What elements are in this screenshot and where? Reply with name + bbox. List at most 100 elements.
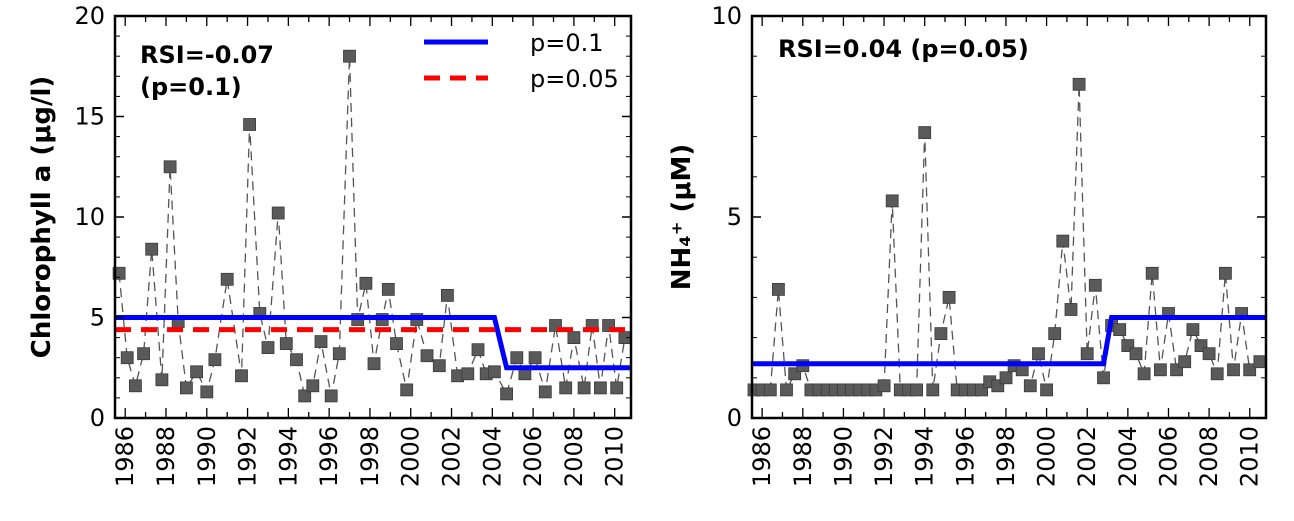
xtick-label: 2010 (1236, 426, 1264, 487)
data-point (179, 381, 193, 395)
data-point (1023, 379, 1037, 393)
xtick-label: 1996 (315, 426, 343, 487)
data-point (1088, 278, 1102, 292)
data-point (1253, 355, 1267, 369)
data-point (314, 335, 328, 349)
data-point (1040, 383, 1053, 397)
data-point (220, 272, 234, 286)
xtick-label: 2004 (1114, 426, 1142, 487)
xtick-label: 1998 (992, 426, 1020, 487)
legend-label-p005: p=0.05 (530, 65, 619, 93)
data-point (1097, 371, 1110, 385)
xtick-label: 2002 (438, 426, 466, 487)
ytick-label: 5 (727, 203, 742, 231)
xtick-label: 2000 (1033, 426, 1061, 487)
annotation-left-1: RSI=-0.07 (140, 41, 274, 69)
data-point (1032, 347, 1045, 361)
data-point (1056, 234, 1070, 248)
data-point (367, 357, 381, 371)
ytick-label: 15 (74, 103, 105, 131)
data-point (290, 353, 303, 367)
xtick-label: 2004 (478, 426, 506, 487)
fit-line-p01-left (115, 315, 631, 371)
data-point (400, 383, 414, 397)
xtick-label: 1996 (951, 426, 979, 487)
data-point (538, 385, 552, 399)
fit-lines-right (752, 315, 1266, 367)
ytick-label: 20 (74, 2, 105, 30)
xtick-label: 1988 (152, 426, 180, 487)
data-point (1154, 363, 1167, 377)
data-point (235, 369, 248, 383)
data-point (155, 373, 169, 387)
data-point (163, 160, 177, 174)
data-point (324, 389, 338, 403)
ytick-label: 10 (711, 2, 742, 30)
data-point (1202, 347, 1216, 361)
ytick-label: 0 (90, 404, 105, 432)
data-point (763, 383, 777, 397)
xtick-label: 2002 (1073, 426, 1101, 487)
data-point (306, 379, 320, 393)
data-point (510, 351, 524, 365)
data-point (610, 381, 624, 395)
xtick-label: 2006 (1155, 426, 1183, 487)
data-point (279, 337, 293, 351)
data-point (332, 347, 346, 361)
data-point (208, 353, 222, 367)
data-point (128, 379, 142, 393)
ytick-label: 10 (74, 203, 105, 231)
data-point (577, 381, 591, 395)
data-point (381, 282, 395, 296)
ylabel-right: NH₄⁺ (μM) (667, 144, 697, 290)
data-point (1137, 367, 1151, 381)
xtick-label: 1990 (829, 426, 857, 487)
data-point (298, 389, 312, 403)
data-point (926, 383, 940, 397)
data-point (1129, 347, 1143, 361)
annotation-left-2: (p=0.1) (140, 73, 242, 101)
xtick-label: 1998 (356, 426, 384, 487)
data-point (432, 359, 446, 373)
xtick-label: 1992 (234, 426, 262, 487)
data-point (461, 367, 475, 381)
data-point (200, 385, 214, 399)
data-point (910, 383, 923, 397)
data-point (1080, 347, 1094, 361)
fit-line-p01-right (752, 315, 1266, 367)
data-point (877, 379, 891, 393)
data-point (145, 242, 159, 256)
data-point (359, 276, 373, 290)
data-point (120, 351, 134, 365)
data-point (500, 387, 514, 401)
data-point (772, 282, 785, 296)
data-point (885, 194, 899, 208)
data-point (261, 341, 275, 355)
xtick-label: 1990 (193, 426, 221, 487)
data-point (1243, 363, 1257, 377)
data-point (243, 118, 257, 131)
ytick-label: 0 (727, 404, 742, 432)
chart-left: 0 5 10 15 20 1986 1988 1990 1992 1994 1996 1998 2000… (27, 2, 633, 487)
chart-right: 0 5 10 1986 1988 1990 1992 1994 1996 1998 2000 2002… (667, 2, 1268, 487)
xtick-label: 1986 (748, 426, 776, 487)
xtick-label: 1988 (789, 426, 817, 487)
data-point (440, 288, 454, 302)
data-point (271, 206, 285, 220)
xtick-label: 2000 (397, 426, 425, 487)
xtick-label: 1994 (274, 426, 302, 487)
data-point (487, 365, 501, 379)
data-point (567, 331, 581, 345)
xtick-label: 2008 (560, 426, 588, 487)
plot-area-right (752, 16, 1266, 418)
data-point (780, 383, 793, 397)
data-point (190, 365, 204, 379)
legend-left: p=0.1 p=0.05 (424, 29, 619, 93)
ytick-label: 5 (90, 304, 105, 332)
data-point (918, 126, 932, 139)
data-point (942, 290, 956, 304)
fit-lines-left (115, 315, 631, 371)
data-point (420, 349, 434, 363)
data-point (528, 351, 542, 365)
observations-right (747, 77, 1267, 397)
